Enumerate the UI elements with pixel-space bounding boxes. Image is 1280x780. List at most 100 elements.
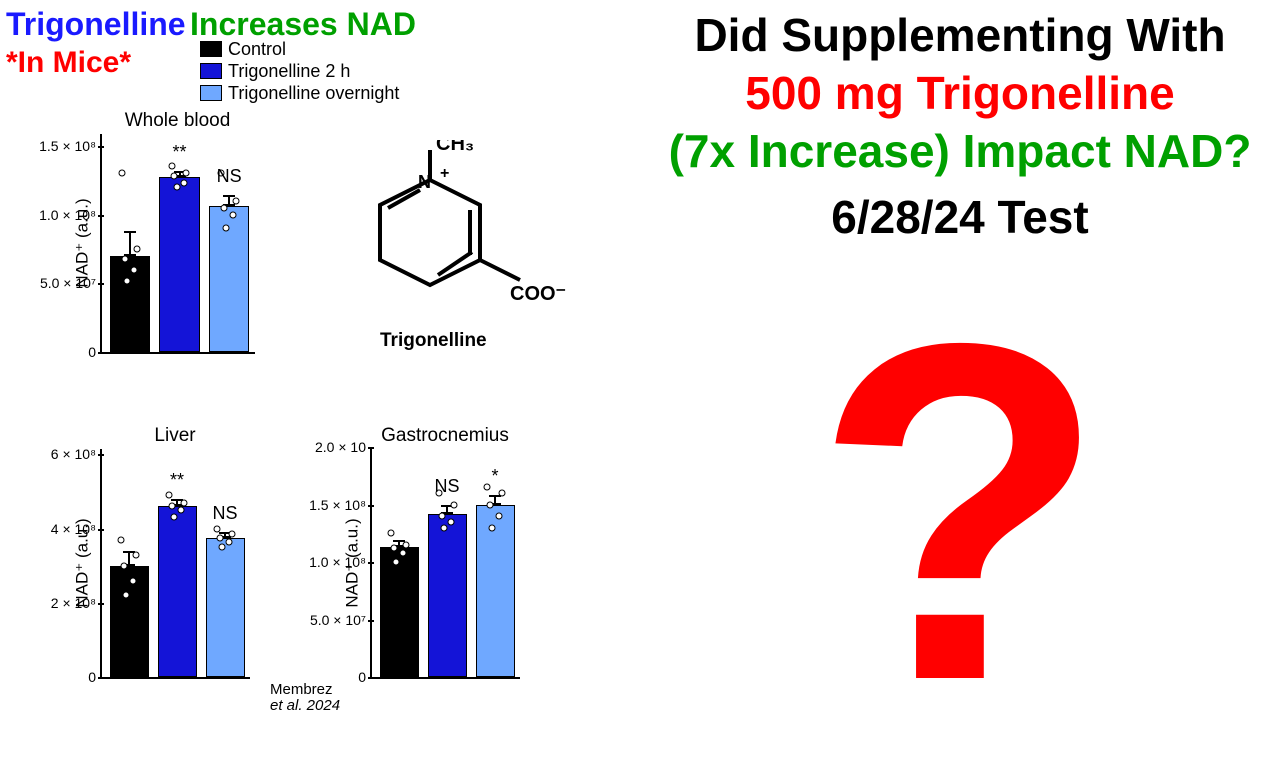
data-point [223,225,230,232]
legend-row: Control [200,38,399,60]
right-panel: Did Supplementing With 500 mg Trigonelli… [640,0,1280,720]
data-point [486,501,493,508]
legend-row: Trigonelline 2 h [200,60,399,82]
data-point [400,549,407,556]
y-tick: 1.5 × 10⁸ [39,138,102,154]
data-point [171,514,178,521]
data-point [226,538,233,545]
error-bar [179,171,181,178]
y-tick: 2 × 10⁸ [51,595,102,611]
data-point [119,170,126,177]
significance-label: * [491,466,498,487]
data-point [178,507,185,514]
y-tick: 1.5 × 10⁸ [309,497,372,513]
chart-gas: Gastrocnemius NAD⁺ (a.u.) 05.0 × 10⁷1.0 … [370,425,520,679]
data-point [228,531,235,538]
data-point [438,513,445,520]
legend-label: Control [228,38,286,60]
chart-bar [158,506,197,677]
data-point [133,245,140,252]
chart-title: Whole blood [100,110,255,132]
significance-label: NS [434,476,459,497]
plot-area: NAD⁺ (a.u.) 02 × 10⁸4 × 10⁸6 × 10⁸**NS [100,449,250,679]
citation-line2: et al. 2024 [270,698,340,714]
chart-bar [476,505,515,678]
question-mark: ? [813,320,1106,704]
chart-bar [159,177,199,352]
data-point [393,559,400,566]
chart-liver: Liver NAD⁺ (a.u.) 02 × 10⁸4 × 10⁸6 × 10⁸… [100,425,250,679]
y-tick: 0 [88,344,102,360]
data-point [168,503,175,510]
data-point [388,530,395,537]
data-point [123,277,130,284]
molecule-coo-text: COO⁻ [510,283,566,305]
legend-label: Trigonelline 2 h [228,60,350,82]
chart-blood: Whole blood NAD⁺ (a.u.) 05.0 × 10⁷1.0 × … [100,110,255,354]
data-point [180,179,187,186]
data-point [173,184,180,191]
error-bar [398,540,400,547]
molecule-plus-text: + [440,165,449,182]
right-line2: 500 mg Trigonelline [640,66,1280,120]
legend: ControlTrigonelline 2 hTrigonelline over… [200,38,399,104]
y-tick: 0 [358,669,372,685]
molecule-structure: CH₃ N + COO⁻ [350,140,600,335]
legend-label: Trigonelline overnight [228,82,399,104]
legend-swatch [200,63,222,79]
error-bar [224,532,226,538]
data-point [450,501,457,508]
error-bar [128,551,130,566]
data-point [120,562,127,569]
error-bar [494,495,496,504]
chart-title: Liver [100,425,250,447]
chart-bar [428,514,467,677]
data-point [130,577,137,584]
data-point [402,541,409,548]
molecule-n-text: N [418,172,431,192]
data-point [121,255,128,262]
y-tick: 1.0 × 10⁸ [309,554,372,570]
citation: Membrez et al. 2024 [270,682,340,714]
error-bar [176,499,178,506]
right-line4: 6/28/24 Test [640,190,1280,244]
data-point [216,534,223,541]
legend-swatch [200,85,222,101]
chart-bar [110,566,149,677]
data-point [214,525,221,532]
plot-area: NAD⁺ (a.u.) 05.0 × 10⁷1.0 × 10⁸1.5 × 10⁸… [100,134,255,354]
data-point [390,545,397,552]
data-point [441,524,448,531]
data-point [484,484,491,491]
data-point [132,551,139,558]
y-tick: 5.0 × 10⁷ [40,275,102,291]
data-point [118,536,125,543]
headline-word2: Increases NAD [190,6,416,42]
subnote: *In Mice* [6,46,131,80]
legend-row: Trigonelline overnight [200,82,399,104]
headline-word1: Trigonelline [6,6,186,42]
data-point [219,544,226,551]
data-point [171,173,178,180]
data-point [489,524,496,531]
data-point [168,163,175,170]
chart-title: Gastrocnemius [370,425,520,447]
data-point [123,592,130,599]
significance-label: NS [217,166,242,187]
data-point [183,170,190,177]
molecule-ch3-text: CH₃ [436,140,474,155]
right-line3: (7x Increase) Impact NAD? [640,124,1280,178]
data-point [496,513,503,520]
y-tick: 5.0 × 10⁷ [310,612,372,628]
y-tick: 6 × 10⁸ [51,446,102,462]
chart-bar [380,547,419,677]
y-tick: 2.0 × 10 [315,439,372,455]
y-tick: 1.0 × 10⁸ [39,207,102,223]
data-point [498,490,505,497]
data-point [230,211,237,218]
right-line1: Did Supplementing With [640,8,1280,62]
data-point [180,499,187,506]
plot-area: NAD⁺ (a.u.) 05.0 × 10⁷1.0 × 10⁸1.5 × 10⁸… [370,449,520,679]
data-point [131,266,138,273]
error-bar [446,505,448,514]
